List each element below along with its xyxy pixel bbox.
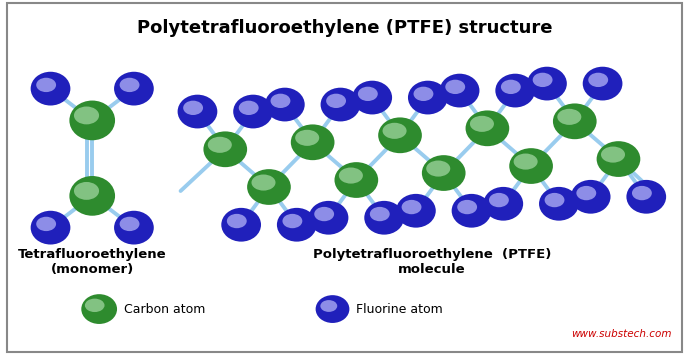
Ellipse shape bbox=[457, 200, 477, 214]
Ellipse shape bbox=[120, 78, 140, 92]
Ellipse shape bbox=[426, 160, 450, 176]
Ellipse shape bbox=[501, 80, 521, 94]
Ellipse shape bbox=[314, 207, 334, 221]
Ellipse shape bbox=[308, 201, 348, 235]
Ellipse shape bbox=[295, 130, 319, 146]
Ellipse shape bbox=[440, 74, 479, 108]
Ellipse shape bbox=[282, 214, 302, 228]
Ellipse shape bbox=[583, 67, 622, 100]
Ellipse shape bbox=[365, 201, 404, 235]
Ellipse shape bbox=[451, 194, 491, 228]
Ellipse shape bbox=[291, 124, 334, 160]
Ellipse shape bbox=[510, 148, 553, 184]
Text: www.substech.com: www.substech.com bbox=[572, 329, 672, 339]
Ellipse shape bbox=[247, 169, 291, 205]
Ellipse shape bbox=[233, 95, 273, 129]
Ellipse shape bbox=[120, 217, 140, 231]
Ellipse shape bbox=[370, 207, 390, 221]
Ellipse shape bbox=[396, 194, 436, 228]
Text: Carbon atom: Carbon atom bbox=[124, 302, 205, 316]
Ellipse shape bbox=[334, 162, 378, 198]
Ellipse shape bbox=[178, 95, 218, 129]
Ellipse shape bbox=[69, 100, 115, 140]
Ellipse shape bbox=[222, 208, 261, 242]
Ellipse shape bbox=[203, 131, 247, 167]
Ellipse shape bbox=[445, 80, 465, 94]
Ellipse shape bbox=[85, 299, 105, 312]
Ellipse shape bbox=[632, 186, 652, 200]
Text: Polytetrafluoroethylene (PTFE) structure: Polytetrafluoroethylene (PTFE) structure bbox=[137, 19, 552, 37]
Ellipse shape bbox=[74, 182, 99, 200]
Ellipse shape bbox=[557, 109, 581, 125]
Ellipse shape bbox=[81, 294, 117, 324]
Ellipse shape bbox=[227, 214, 247, 228]
Ellipse shape bbox=[588, 73, 608, 87]
Text: Polytetrafluoroethylene  (PTFE)
molecule: Polytetrafluoroethylene (PTFE) molecule bbox=[313, 247, 551, 275]
Ellipse shape bbox=[326, 94, 346, 108]
Ellipse shape bbox=[36, 217, 56, 231]
Ellipse shape bbox=[69, 176, 115, 216]
Ellipse shape bbox=[265, 88, 304, 121]
Ellipse shape bbox=[183, 101, 203, 115]
Ellipse shape bbox=[352, 81, 392, 114]
Ellipse shape bbox=[408, 81, 448, 114]
Ellipse shape bbox=[31, 211, 70, 245]
Ellipse shape bbox=[470, 116, 494, 132]
Text: Tetrafluoroethylene
(monomer): Tetrafluoroethylene (monomer) bbox=[18, 247, 166, 275]
Ellipse shape bbox=[544, 193, 564, 207]
Ellipse shape bbox=[414, 87, 434, 101]
Ellipse shape bbox=[208, 137, 232, 153]
Ellipse shape bbox=[466, 110, 510, 146]
Ellipse shape bbox=[74, 106, 99, 124]
Ellipse shape bbox=[571, 180, 611, 214]
Text: Fluorine atom: Fluorine atom bbox=[356, 302, 443, 316]
Ellipse shape bbox=[114, 72, 154, 105]
Ellipse shape bbox=[422, 155, 466, 191]
Ellipse shape bbox=[378, 118, 422, 153]
Ellipse shape bbox=[315, 295, 350, 323]
Ellipse shape bbox=[601, 147, 625, 163]
Ellipse shape bbox=[577, 186, 596, 200]
Ellipse shape bbox=[489, 193, 509, 207]
Ellipse shape bbox=[533, 73, 553, 87]
Ellipse shape bbox=[271, 94, 291, 108]
Ellipse shape bbox=[402, 200, 421, 214]
Ellipse shape bbox=[627, 180, 666, 214]
Ellipse shape bbox=[36, 78, 56, 92]
Ellipse shape bbox=[114, 211, 154, 245]
Ellipse shape bbox=[339, 168, 363, 184]
Ellipse shape bbox=[553, 103, 596, 139]
Ellipse shape bbox=[320, 300, 337, 312]
Ellipse shape bbox=[239, 101, 259, 115]
Ellipse shape bbox=[321, 88, 360, 121]
Ellipse shape bbox=[484, 187, 523, 221]
Ellipse shape bbox=[539, 187, 579, 221]
Ellipse shape bbox=[277, 208, 317, 242]
Ellipse shape bbox=[596, 141, 640, 177]
Ellipse shape bbox=[514, 153, 538, 170]
Ellipse shape bbox=[495, 74, 535, 108]
Ellipse shape bbox=[358, 87, 378, 101]
Ellipse shape bbox=[252, 175, 276, 191]
Ellipse shape bbox=[527, 67, 567, 100]
Ellipse shape bbox=[31, 72, 70, 105]
Ellipse shape bbox=[382, 123, 406, 139]
